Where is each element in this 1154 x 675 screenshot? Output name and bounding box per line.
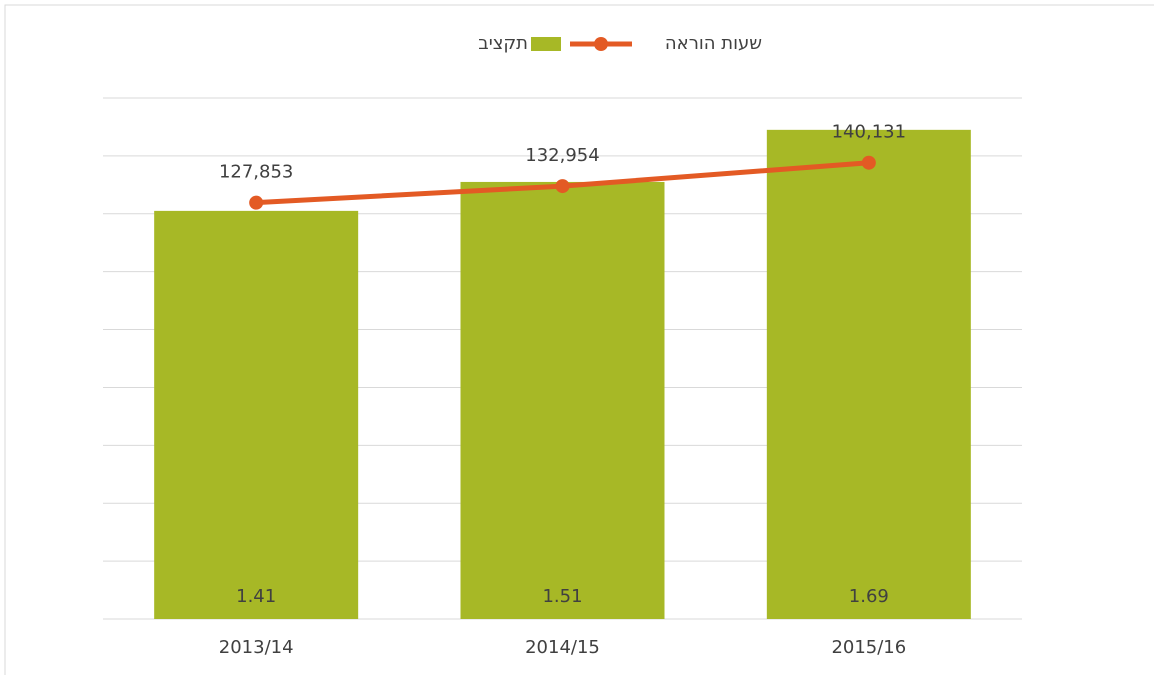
- bar: [460, 181, 665, 619]
- line-marker: [861, 155, 876, 170]
- line-value-label: 132,954: [525, 145, 599, 166]
- x-tick-label: 2013/14: [219, 637, 294, 658]
- line-marker: [555, 179, 570, 194]
- bar: [154, 210, 359, 619]
- legend-swatch: [531, 37, 561, 51]
- x-tick-label: 2015/16: [831, 637, 906, 658]
- bar-value-label: 1.41: [236, 586, 276, 607]
- bar-value-label: 1.51: [542, 586, 582, 607]
- x-tick-label: 2014/15: [525, 637, 600, 658]
- line-value-label: 140,131: [832, 122, 906, 143]
- legend-label: שעות הוראה: [665, 33, 762, 54]
- bar: [766, 129, 971, 620]
- legend-label: תקציב: [478, 33, 528, 54]
- bar-value-label: 1.69: [849, 586, 889, 607]
- legend-swatch: [594, 37, 608, 51]
- line-value-label: 127,853: [219, 162, 293, 183]
- line-marker: [249, 195, 264, 210]
- chart-border: [4, 4, 1154, 675]
